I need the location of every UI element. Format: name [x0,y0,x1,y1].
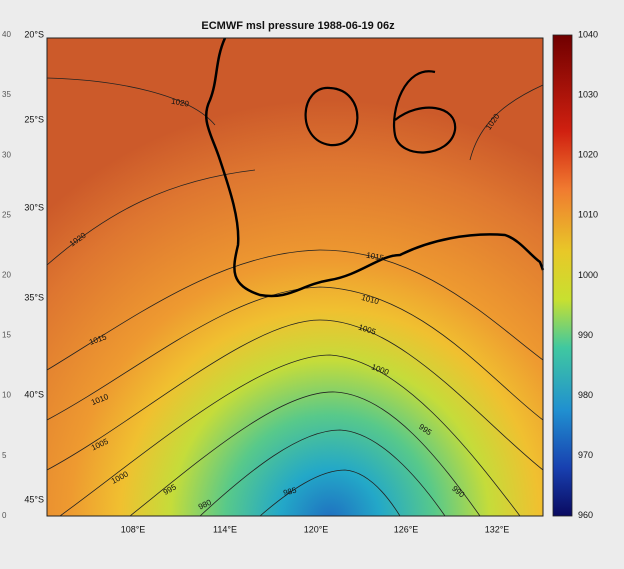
contour-line [259,469,401,517]
lon-label: 108°E [121,524,146,534]
contour-label: 1020 [171,97,191,109]
left-axis-label: 0 [2,511,7,520]
left-axis-label: 5 [2,451,7,460]
colorbar-label: 990 [578,330,593,340]
left-axis-label: 10 [2,391,11,400]
left-axis-label: 20 [2,271,11,280]
left-axis-label: 40 [2,30,11,39]
contour-label: 985 [282,485,298,497]
left-axis-label: 30 [2,150,11,159]
lon-label: 132°E [485,524,510,534]
colorbar-label: 970 [578,450,593,460]
contour-line [129,391,481,517]
contour-line [46,77,216,126]
colorbar-label: 1020 [578,150,598,160]
lon-label: 120°E [304,524,329,534]
lat-label: 45°S [24,494,44,504]
map-title: ECMWF msl pressure 1988-06-19 06z [201,20,395,32]
contours [46,77,544,517]
contour-label: 1015 [366,251,386,263]
colorbar [552,34,573,517]
contour-line [199,429,446,517]
coastline [205,37,545,298]
colorbar-label: 980 [578,390,593,400]
lat-label: 30°S [24,202,44,212]
lat-label: 35°S [24,292,44,302]
contour-line [59,354,521,517]
left-axis-label: 25 [2,210,11,219]
pressure-field [47,38,543,516]
lat-label: 20°S [24,29,44,39]
colorbar-label: 1030 [578,89,598,99]
contour-line [46,286,544,421]
colorbar-label: 1000 [578,270,598,280]
map-frame [46,37,544,517]
lon-label: 126°E [394,524,419,534]
colorbar-label: 1010 [578,210,598,220]
lat-label: 25°S [24,114,44,124]
colorbar-label: 1040 [578,29,598,39]
left-axis-label: 35 [2,90,11,99]
lon-label: 114°E [213,524,237,534]
lat-label: 40°S [24,389,44,399]
contour-line [469,84,544,161]
contour-line [46,319,544,471]
contour-line [46,249,544,371]
left-axis-label: 15 [2,331,11,340]
handwritten-annotation [304,70,457,154]
colorbar-label: 960 [578,510,593,520]
